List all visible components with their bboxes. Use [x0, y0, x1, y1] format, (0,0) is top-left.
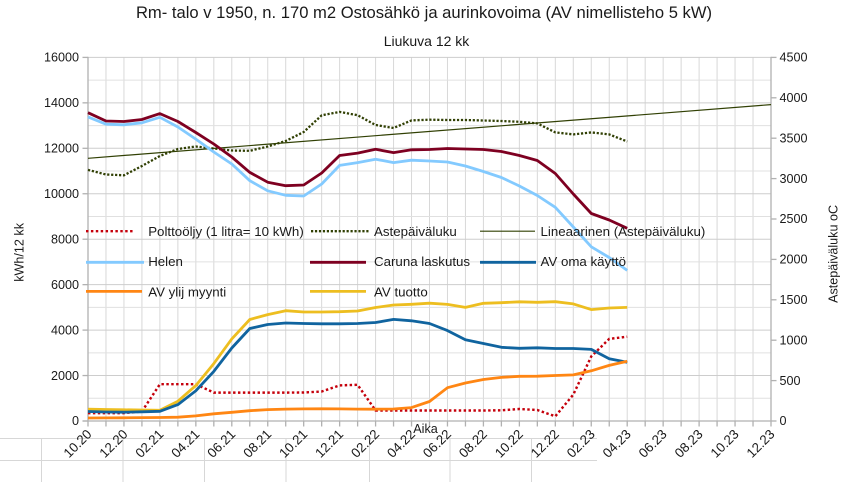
svg-text:02.21: 02.21: [132, 427, 166, 461]
svg-text:12.20: 12.20: [96, 427, 130, 461]
svg-text:02.23: 02.23: [564, 427, 598, 461]
svg-text:AV tuotto: AV tuotto: [374, 285, 428, 300]
svg-text:AV ylij myynti: AV ylij myynti: [148, 285, 226, 300]
svg-text:kWh/12 kk: kWh/12 kk: [13, 222, 27, 281]
svg-text:10.20: 10.20: [60, 427, 94, 461]
svg-text:14000: 14000: [44, 96, 79, 110]
svg-text:Astepäiväluku oC: Astepäiväluku oC: [827, 205, 841, 303]
svg-text:2000: 2000: [780, 253, 808, 267]
svg-text:10.21: 10.21: [276, 427, 310, 461]
svg-text:08.21: 08.21: [240, 427, 274, 461]
svg-text:0: 0: [72, 414, 79, 428]
svg-text:2000: 2000: [51, 369, 79, 383]
svg-text:10.22: 10.22: [492, 427, 526, 461]
svg-text:2500: 2500: [780, 212, 808, 226]
svg-text:04.23: 04.23: [600, 427, 634, 461]
svg-text:04.21: 04.21: [168, 427, 202, 461]
svg-text:3500: 3500: [780, 131, 808, 145]
svg-text:02.22: 02.22: [348, 427, 382, 461]
svg-text:500: 500: [780, 374, 801, 388]
svg-text:08.23: 08.23: [672, 427, 706, 461]
svg-text:Helen: Helen: [148, 254, 183, 269]
svg-text:4000: 4000: [51, 323, 79, 337]
svg-text:8000: 8000: [51, 232, 79, 246]
svg-text:Rm- talo v 1950, n. 170 m2 Ost: Rm- talo v 1950, n. 170 m2 Ostosähkö ja …: [136, 3, 712, 22]
svg-text:Aika: Aika: [413, 422, 438, 436]
svg-text:1500: 1500: [780, 293, 808, 307]
svg-text:Caruna laskutus: Caruna laskutus: [374, 254, 470, 269]
svg-text:12000: 12000: [44, 142, 79, 156]
svg-text:0: 0: [780, 414, 787, 428]
svg-text:12.23: 12.23: [743, 427, 777, 461]
svg-text:3000: 3000: [780, 172, 808, 186]
svg-text:12.21: 12.21: [312, 427, 346, 461]
svg-text:16000: 16000: [44, 51, 79, 65]
svg-text:Lineaarinen (Astepäiväluku): Lineaarinen (Astepäiväluku): [541, 224, 706, 239]
svg-text:Astepäiväluku: Astepäiväluku: [374, 224, 457, 239]
svg-text:6000: 6000: [51, 278, 79, 292]
svg-text:10.23: 10.23: [708, 427, 742, 461]
svg-text:Liukuva 12 kk: Liukuva 12 kk: [384, 33, 471, 49]
svg-text:06.21: 06.21: [204, 427, 238, 461]
svg-text:10000: 10000: [44, 187, 79, 201]
svg-text:12.22: 12.22: [528, 427, 562, 461]
svg-text:Polttoöljy (1 litra= 10 kWh): Polttoöljy (1 litra= 10 kWh): [148, 224, 304, 239]
svg-text:4000: 4000: [780, 91, 808, 105]
svg-text:AV oma käyttö: AV oma käyttö: [541, 254, 626, 269]
svg-text:4500: 4500: [780, 51, 808, 65]
svg-text:08.22: 08.22: [456, 427, 490, 461]
svg-text:1000: 1000: [780, 333, 808, 347]
svg-text:06.23: 06.23: [636, 427, 670, 461]
